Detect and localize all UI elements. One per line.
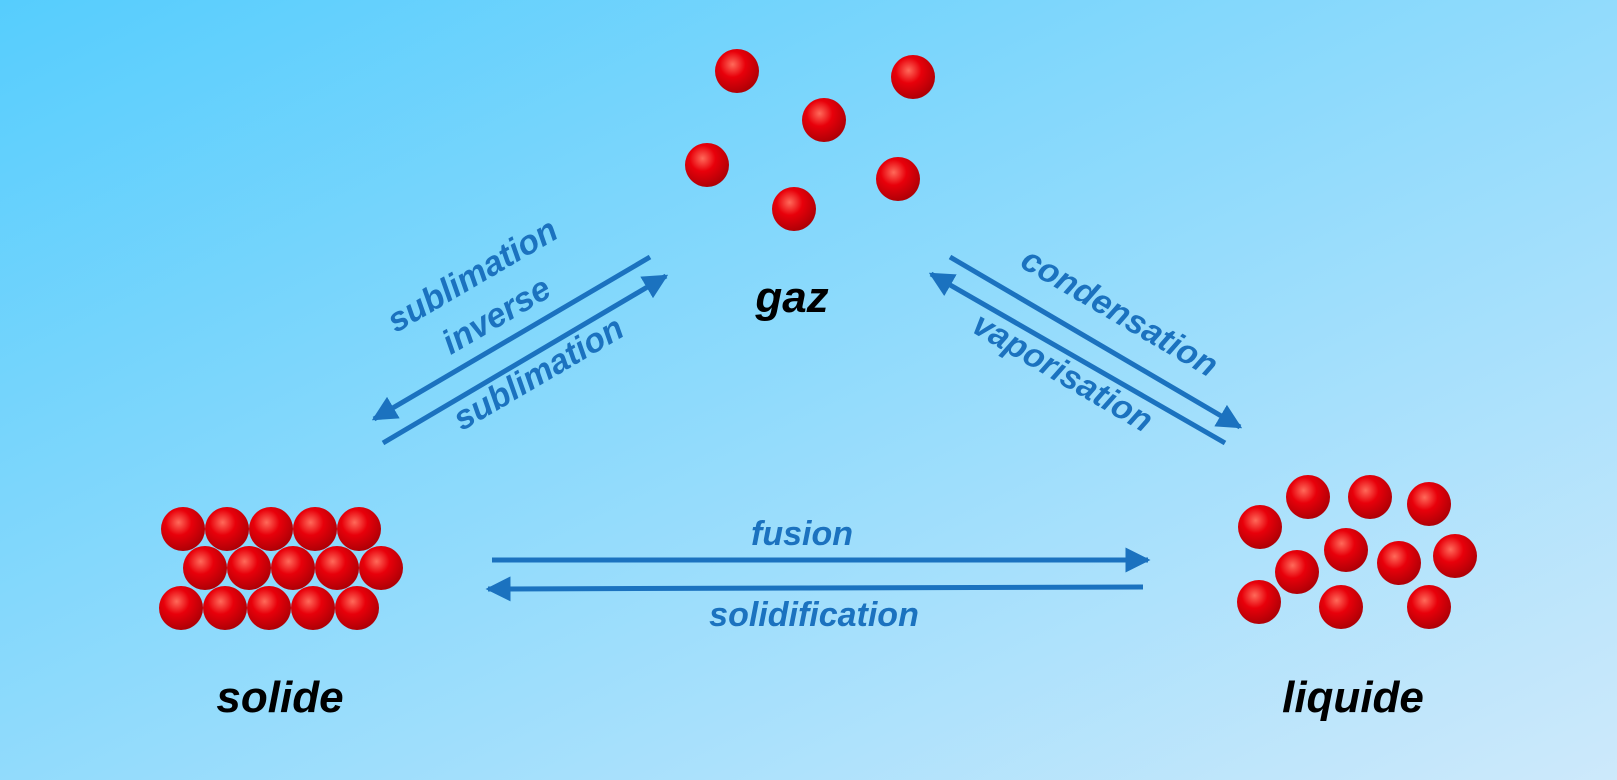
fusion-label: fusion — [751, 515, 853, 553]
liquid-particle — [1319, 585, 1363, 629]
liquid-particle — [1407, 585, 1451, 629]
transition-arrows — [371, 254, 1243, 602]
solid-particle — [183, 546, 227, 590]
liquid-particle — [1433, 534, 1477, 578]
solid-label: solide — [216, 673, 343, 722]
gas-particles — [685, 49, 935, 231]
gas-particle — [891, 55, 935, 99]
inverse-sublimation-arrow — [371, 254, 652, 422]
liquid-particle — [1377, 541, 1421, 585]
gas-particle — [715, 49, 759, 93]
solid-particle — [161, 507, 205, 551]
solid-particle — [293, 507, 337, 551]
solid-particle — [335, 586, 379, 630]
gas-particle — [685, 143, 729, 187]
vaporisation-arrow — [928, 271, 1227, 446]
gas-label: gaz — [754, 273, 828, 322]
solid-particle — [227, 546, 271, 590]
liquid-particle — [1238, 505, 1282, 549]
solid-particle — [291, 586, 335, 630]
solid-particle — [247, 586, 291, 630]
solid-particle — [203, 586, 247, 630]
solid-particle — [337, 507, 381, 551]
sublimation-arrow — [381, 273, 669, 446]
solid-particle — [359, 546, 403, 590]
liquid-particle — [1324, 528, 1368, 572]
liquid-label: liquide — [1282, 673, 1424, 722]
solid-particle — [205, 507, 249, 551]
solid-particle — [315, 546, 359, 590]
solid-particle — [271, 546, 315, 590]
liquid-particle — [1275, 550, 1319, 594]
liquid-particle — [1237, 580, 1281, 624]
liquid-particle — [1348, 475, 1392, 519]
condensation-arrow — [948, 254, 1243, 430]
solid-particle — [159, 586, 203, 630]
gas-particle — [876, 157, 920, 201]
solidification-arrow — [485, 576, 1144, 602]
liquid-particle — [1286, 475, 1330, 519]
solid-particles — [159, 507, 403, 630]
solidification-label: solidification — [709, 596, 919, 634]
solid-particle — [249, 507, 293, 551]
liquid-particle — [1407, 482, 1451, 526]
liquid-particles — [1237, 475, 1477, 629]
gas-particle — [772, 187, 816, 231]
gas-particle — [802, 98, 846, 142]
